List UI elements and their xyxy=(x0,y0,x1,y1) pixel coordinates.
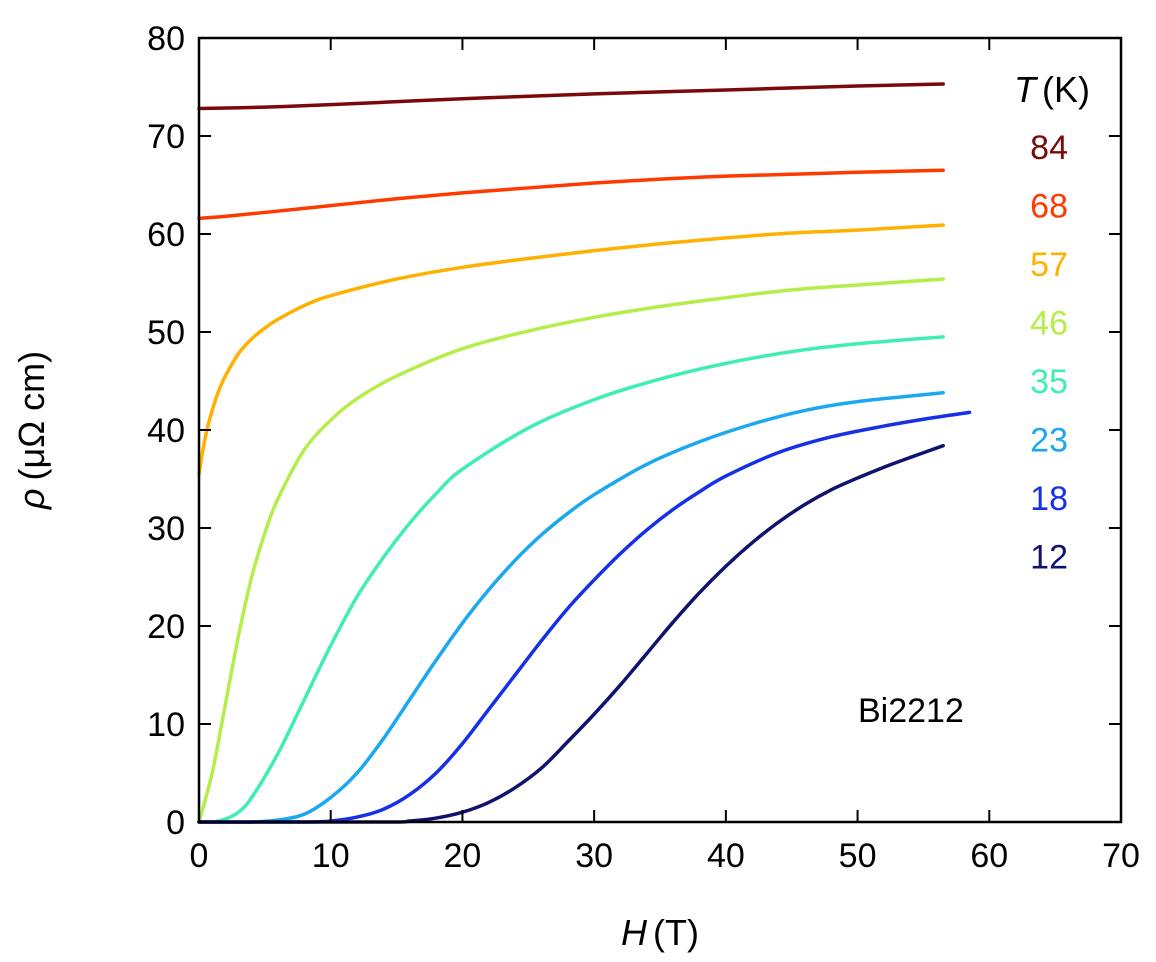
legend-entry-57K: 57 xyxy=(1030,246,1068,284)
x-tick-label: 50 xyxy=(839,837,877,875)
legend-entry-68K: 68 xyxy=(1030,188,1068,226)
x-tick-label: 10 xyxy=(312,837,350,875)
x-tick-label: 0 xyxy=(190,837,209,875)
y-tick-label: 10 xyxy=(147,706,185,744)
legend: T (K) 84 68 57 46 35 23 18 12 xyxy=(1014,69,1090,577)
legend-entries: 84 68 57 46 35 23 18 12 xyxy=(1030,129,1068,577)
legend-entry-23K: 23 xyxy=(1030,422,1068,460)
y-tick-label: 40 xyxy=(147,412,185,450)
legend-entry-84K: 84 xyxy=(1030,129,1068,167)
series-line-12K xyxy=(197,443,945,824)
y-tick-label: 0 xyxy=(166,804,185,842)
x-tick-label: 30 xyxy=(575,837,613,875)
x-tick-label: 20 xyxy=(444,837,482,875)
x-axis-label: H (T) xyxy=(621,912,699,953)
y-tick-label: 80 xyxy=(147,20,185,58)
legend-entry-12K: 12 xyxy=(1030,539,1068,577)
series-line-18K xyxy=(197,410,972,824)
x-tick-label: 60 xyxy=(970,837,1008,875)
y-tick-label: 50 xyxy=(147,314,185,352)
legend-entry-35K: 35 xyxy=(1030,363,1068,401)
y-axis-label: ρ (μΩ cm) xyxy=(11,351,52,510)
x-tick-label: 70 xyxy=(1102,837,1140,875)
plot-frame xyxy=(197,36,1123,824)
y-tick-label: 30 xyxy=(147,510,185,548)
series-line-68K xyxy=(197,168,945,221)
legend-entry-18K: 18 xyxy=(1030,480,1068,518)
ticks-layer: 0 10 20 30 40 50 60 70 0 10 20 30 40 50 60 70 80 xyxy=(147,20,1140,875)
series-line-46K xyxy=(197,277,945,824)
series-line-23K xyxy=(197,391,945,824)
y-tick-label: 20 xyxy=(147,608,185,646)
legend-title-unit: (K) xyxy=(1042,69,1090,110)
x-axis-unit: (T) xyxy=(653,912,699,953)
y-axis-var: ρ xyxy=(11,489,52,511)
legend-title: T (K) xyxy=(1014,69,1090,110)
y-tick-label: 60 xyxy=(147,216,185,254)
sample-annotation: Bi2212 xyxy=(858,692,964,730)
legend-title-var: T xyxy=(1014,69,1039,110)
y-axis-unit: (μΩ cm) xyxy=(11,351,52,481)
x-axis-var: H xyxy=(621,912,648,953)
legend-entry-46K: 46 xyxy=(1030,305,1068,343)
series-layer xyxy=(197,82,972,824)
series-line-84K xyxy=(197,82,945,111)
series-line-35K xyxy=(197,335,945,824)
y-tick-label: 70 xyxy=(147,118,185,156)
series-line-57K xyxy=(197,223,945,476)
x-tick-label: 40 xyxy=(707,837,745,875)
